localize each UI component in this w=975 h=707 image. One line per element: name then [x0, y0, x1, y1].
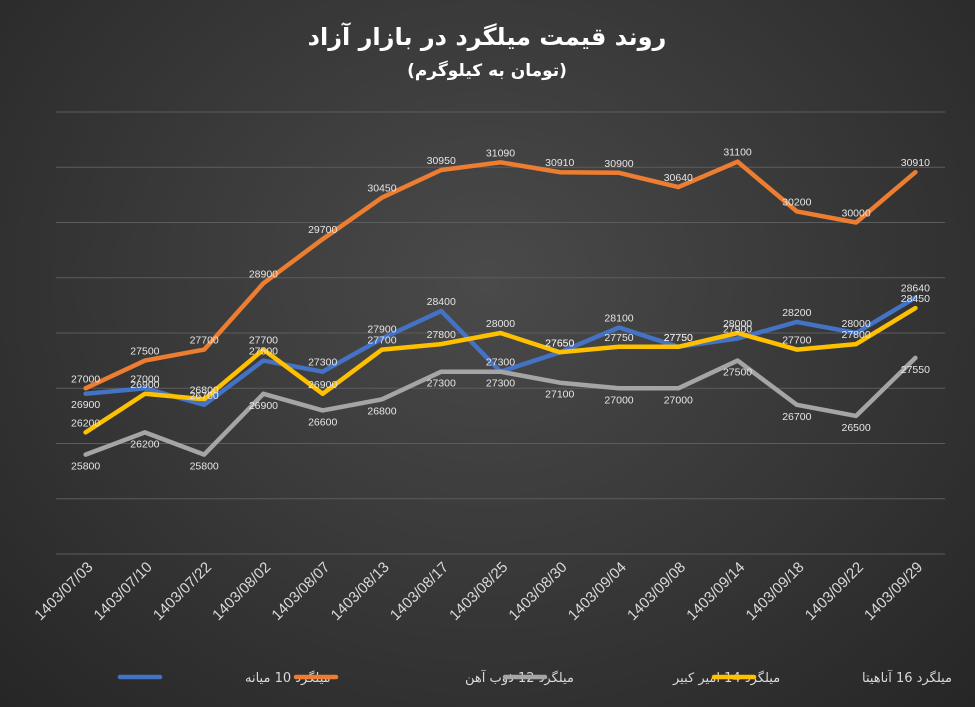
data-label: 26800	[190, 384, 219, 396]
chart-subtitle: (تومان به کیلوگرم)	[407, 60, 567, 81]
data-label: 27650	[545, 337, 574, 349]
x-tick-label: 1403/09/18	[743, 559, 808, 624]
data-label: 26900	[249, 400, 278, 412]
data-label: 27700	[249, 335, 278, 347]
data-label: 28000	[841, 318, 870, 330]
data-label: 29700	[308, 224, 337, 236]
data-label: 27300	[486, 378, 515, 390]
x-tick-label: 1403/09/29	[861, 559, 926, 624]
series-line-3	[83, 305, 918, 435]
legend-label: میلگرد 16 آناهیتا	[862, 669, 952, 686]
x-tick-label: 1403/08/25	[446, 559, 511, 624]
x-tick-label: 1403/08/02	[209, 559, 274, 624]
data-label: 31100	[723, 147, 752, 159]
data-label: 27000	[71, 373, 100, 385]
x-tick-label: 1403/07/03	[31, 559, 96, 624]
data-label: 27900	[367, 324, 396, 336]
data-labels: 2690027000267002750027300279002840027300…	[71, 147, 930, 473]
data-label: 27700	[190, 335, 219, 347]
x-tick-label: 1403/07/10	[91, 559, 156, 624]
data-label: 27550	[901, 364, 930, 376]
data-label: 30000	[841, 208, 870, 220]
data-label: 26700	[782, 411, 811, 423]
data-label: 27000	[130, 373, 159, 385]
data-label: 28000	[723, 318, 752, 330]
data-label: 26900	[71, 399, 100, 411]
data-label: 26200	[130, 438, 159, 450]
data-label: 30450	[367, 183, 396, 195]
data-label: 28400	[427, 296, 456, 308]
data-label: 26500	[841, 422, 870, 434]
x-tick-label: 1403/08/17	[387, 559, 452, 624]
x-tick-label: 1403/08/13	[328, 559, 393, 624]
data-label: 27300	[486, 357, 515, 369]
data-label: 27800	[427, 329, 456, 341]
chart-title: روند قیمت میلگرد در بازار آزاد	[308, 22, 667, 51]
data-label: 26700	[190, 390, 219, 402]
data-label: 27500	[249, 346, 278, 358]
data-label: 28450	[901, 293, 930, 305]
series-line-1	[83, 159, 918, 391]
data-label: 27650	[545, 337, 574, 349]
data-label: 28640	[901, 283, 930, 295]
data-label: 27900	[723, 324, 752, 336]
data-label: 27300	[427, 378, 456, 390]
data-label: 30910	[545, 157, 574, 169]
x-tick-label: 1403/09/22	[802, 559, 867, 624]
x-tick-label: 1403/08/30	[505, 559, 570, 624]
data-label: 30910	[901, 157, 930, 169]
series-lines	[83, 159, 918, 457]
data-label: 28900	[249, 268, 278, 280]
data-label: 27700	[782, 335, 811, 347]
x-tick-label: 1403/09/04	[565, 559, 630, 624]
data-label: 30640	[664, 172, 693, 184]
data-label: 30900	[604, 158, 633, 170]
x-axis-ticks: 1403/07/031403/07/101403/07/221403/08/02…	[31, 559, 926, 624]
x-tick-label: 1403/09/14	[683, 559, 748, 624]
data-label: 27500	[723, 367, 752, 379]
data-label: 26200	[71, 417, 100, 429]
data-label: 26600	[308, 416, 337, 428]
x-tick-label: 1403/08/07	[268, 559, 333, 624]
data-label: 30200	[782, 196, 811, 208]
data-label: 30950	[427, 155, 456, 167]
data-label: 28200	[782, 307, 811, 319]
x-tick-label: 1403/07/22	[150, 559, 215, 624]
x-tick-label: 1403/09/08	[624, 559, 689, 624]
legend-label: میلگرد 10 میانه	[245, 670, 331, 686]
data-label: 26900	[130, 379, 159, 391]
data-label: 27000	[604, 394, 633, 406]
data-label: 27750	[664, 332, 693, 344]
data-label: 27750	[604, 332, 633, 344]
data-label: 28000	[486, 318, 515, 330]
data-label: 31090	[486, 147, 515, 159]
data-label: 27750	[664, 332, 693, 344]
data-label: 28100	[604, 312, 633, 324]
data-label: 25800	[190, 461, 219, 473]
data-label: 27300	[308, 357, 337, 369]
data-label: 26900	[308, 379, 337, 391]
data-label: 27700	[367, 335, 396, 347]
data-label: 27000	[664, 394, 693, 406]
data-label: 27800	[841, 329, 870, 341]
data-label: 25800	[71, 461, 100, 473]
data-label: 26800	[367, 405, 396, 417]
series-line-2	[83, 355, 918, 457]
data-label: 27100	[545, 389, 574, 401]
data-label: 27500	[130, 346, 159, 358]
